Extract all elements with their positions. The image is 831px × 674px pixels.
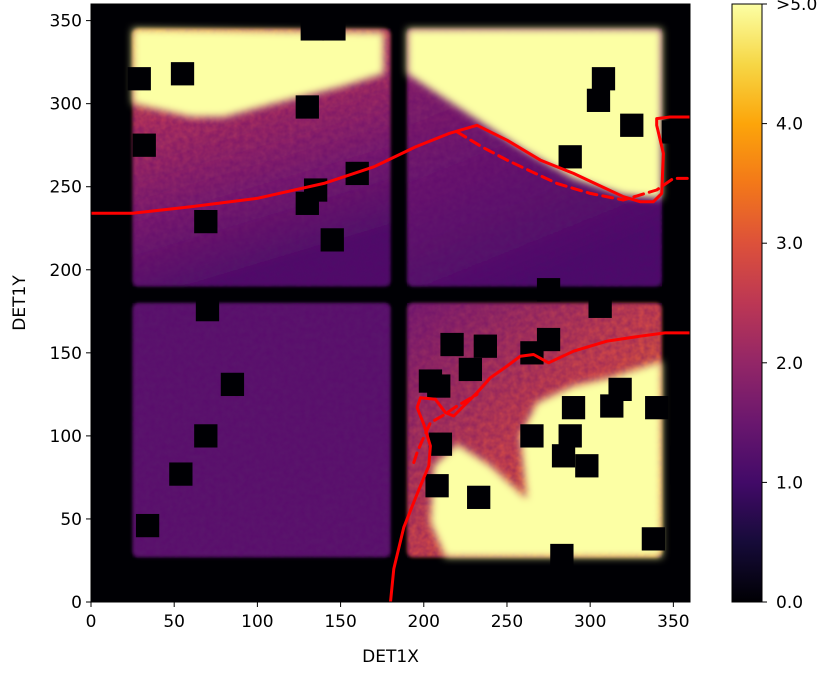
masked-square [551,444,576,468]
plot-frame [90,3,691,603]
masked-square [320,228,344,252]
colorbar-tick-label: 2.0 [776,354,803,374]
masked-square [458,357,483,382]
masked-square [132,133,156,157]
plot-area [91,4,690,602]
colorbar: 0.0 1.0 2.0 3.0 4.0 >5.0 [731,0,817,613]
masked-square [575,454,599,478]
masked-square [467,485,491,509]
masked-square [550,543,574,568]
masked-square [322,17,346,41]
y-tick-label: 150 [50,344,82,364]
contour-lines [91,115,690,602]
masked-square [427,374,451,398]
quadrant-noise [132,303,391,558]
masked-square [473,334,497,358]
colorbar-tick-label: 1.0 [776,473,803,493]
contour-line-4 [412,392,479,464]
masked-square [440,332,464,357]
x-tick-label: 0 [86,612,97,632]
contour-line-2 [455,130,690,202]
colorbar-tick-label: 0.0 [776,593,803,613]
masked-square [135,513,160,538]
masked-square [600,394,624,418]
masked-square [645,396,669,420]
y-axis: 0 50 100 150 200 250 300 350 [50,12,91,613]
y-tick-label: 50 [60,510,82,530]
colorbar-tick-label: 4.0 [776,115,803,135]
y-tick-label: 0 [71,593,82,613]
masked-square [195,298,220,322]
colorbar-gradient [731,3,763,603]
x-axis: 0 50 100 150 200 250 300 350 [86,602,690,632]
masked-square [588,294,612,318]
x-tick-label: 200 [408,612,440,632]
contour-line-1 [91,115,690,215]
masked-square [558,145,582,169]
masked-square [295,95,319,119]
masked-square [661,120,686,144]
masked-square [170,62,195,86]
masked-square [295,191,319,215]
y-tick-label: 350 [50,12,82,32]
y-tick-label: 250 [50,178,82,198]
masked-square [425,474,449,498]
masked-square [536,278,561,302]
y-axis-title: DET1Y [10,275,30,331]
masked-square [169,462,193,486]
masked-square [586,88,611,112]
masked-square [641,527,666,551]
masked-square [127,67,151,91]
masked-square [220,372,245,397]
masked-square [536,327,561,352]
masked-square [558,424,582,448]
masked-square [670,460,690,485]
masked-square [591,67,616,91]
y-tick-label: 100 [50,427,82,447]
x-tick-label: 150 [324,612,356,632]
y-tick-label: 300 [50,95,82,115]
x-tick-label: 300 [574,612,606,632]
colorbar-ticks: 0.0 1.0 2.0 3.0 4.0 >5.0 [762,0,817,613]
masked-square [620,113,644,137]
x-tick-label: 100 [241,612,273,632]
x-tick-label: 350 [657,612,689,632]
x-tick-label: 50 [163,612,185,632]
y-tick-label: 200 [50,261,82,281]
masked-square [561,396,586,420]
masked-square [300,17,324,41]
saturated-region [132,28,384,117]
masked-square [520,424,544,448]
masked-square [194,209,218,234]
masked-square [194,424,218,448]
colorbar-tick-label: >5.0 [776,0,817,15]
quadrant-bottom-left [132,303,391,558]
masked-regions [127,17,690,568]
x-axis-title: DET1X [362,647,419,667]
contour-line-3 [389,331,690,602]
colorbar-tick-label: 3.0 [776,234,803,254]
masked-square [428,432,453,456]
x-tick-label: 250 [491,612,523,632]
